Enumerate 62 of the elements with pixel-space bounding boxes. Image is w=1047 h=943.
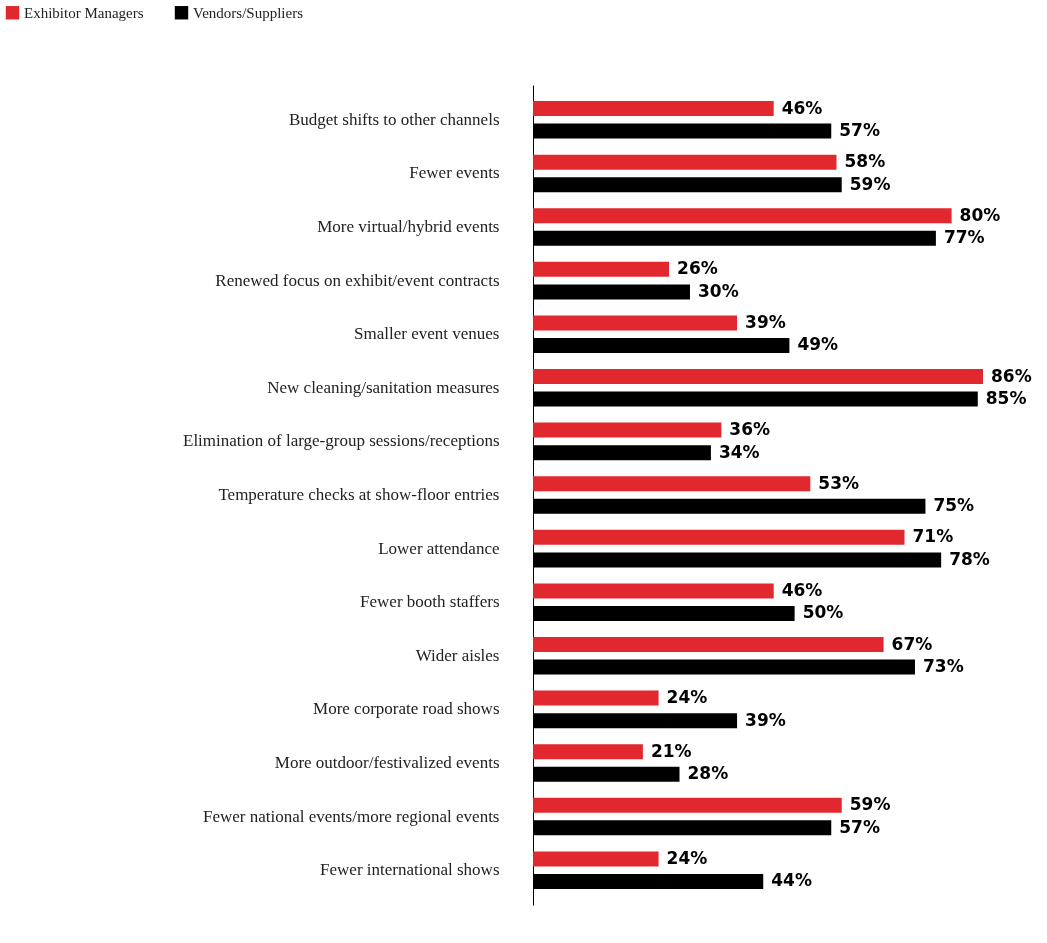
y-tick-label: Smaller event venues (354, 324, 500, 344)
data-label: 58% (844, 151, 886, 172)
data-label: 44% (771, 870, 812, 891)
data-label: 67% (891, 633, 933, 654)
data-label: 57% (839, 120, 880, 141)
y-tick-label: More virtual/hybrid events (317, 217, 500, 237)
data-label: 86% (991, 365, 1032, 386)
bar (533, 797, 842, 813)
data-label: 50% (802, 602, 844, 623)
data-label: 39% (745, 709, 786, 730)
y-tick-label: More corporate road shows (313, 699, 500, 719)
y-tick-label: Lower attendance (378, 538, 500, 558)
data-label: 78% (949, 548, 990, 569)
data-label: 71% (912, 526, 954, 547)
data-label: 21% (650, 740, 692, 761)
y-tick-label: Fewer national events/more regional events (203, 806, 500, 826)
y-tick-label: Wider aisles (415, 645, 500, 665)
data-label: 24% (666, 687, 708, 708)
bar (533, 476, 811, 492)
y-tick-label: More outdoor/festivalized events (274, 752, 500, 772)
data-label: 59% (849, 173, 891, 194)
y-tick-label: Fewer booth staffers (360, 592, 500, 612)
data-label: 57% (839, 816, 880, 837)
legend-label: Exhibitor Managers (24, 4, 144, 21)
data-label: 36% (729, 419, 771, 440)
legend-label: Vendors/Suppliers (193, 4, 304, 21)
data-label: 53% (818, 472, 860, 493)
data-label: 73% (922, 656, 964, 677)
data-label: 28% (687, 763, 729, 784)
bar (533, 529, 905, 545)
data-label: 75% (933, 495, 975, 516)
bar (533, 315, 738, 331)
data-label: 59% (849, 794, 891, 815)
y-tick-label: New cleaning/sanitation measures (267, 377, 500, 397)
data-label: 77% (943, 227, 985, 248)
data-label: 46% (781, 579, 823, 600)
bar (533, 851, 659, 867)
bar (533, 261, 670, 277)
y-tick-label: Fewer events (409, 163, 500, 183)
y-tick-label: Renewed focus on exhibit/event contracts (215, 270, 500, 290)
data-label: 24% (666, 847, 708, 868)
data-label: 80% (959, 204, 1001, 225)
bar (533, 744, 643, 760)
bar (533, 690, 659, 706)
bar (533, 369, 983, 385)
data-label: 34% (718, 441, 760, 462)
data-label: 39% (745, 311, 786, 332)
data-label: 30% (697, 280, 739, 301)
bar (533, 637, 884, 652)
data-label: 49% (797, 334, 839, 355)
data-label: 46% (781, 97, 823, 118)
data-label: 85% (985, 388, 1027, 409)
bar (533, 583, 774, 599)
y-tick-label: Temperature checks at show-floor entries (218, 485, 500, 504)
bar (533, 422, 722, 438)
bar (533, 154, 837, 170)
bar (533, 208, 952, 224)
y-tick-label: Budget shifts to other channels (288, 109, 500, 129)
y-tick-label: Elimination of large-group sessions/receptions (183, 431, 500, 451)
data-label: 26% (677, 258, 718, 279)
y-tick-label: Fewer international shows (320, 860, 500, 880)
bar (533, 101, 774, 117)
